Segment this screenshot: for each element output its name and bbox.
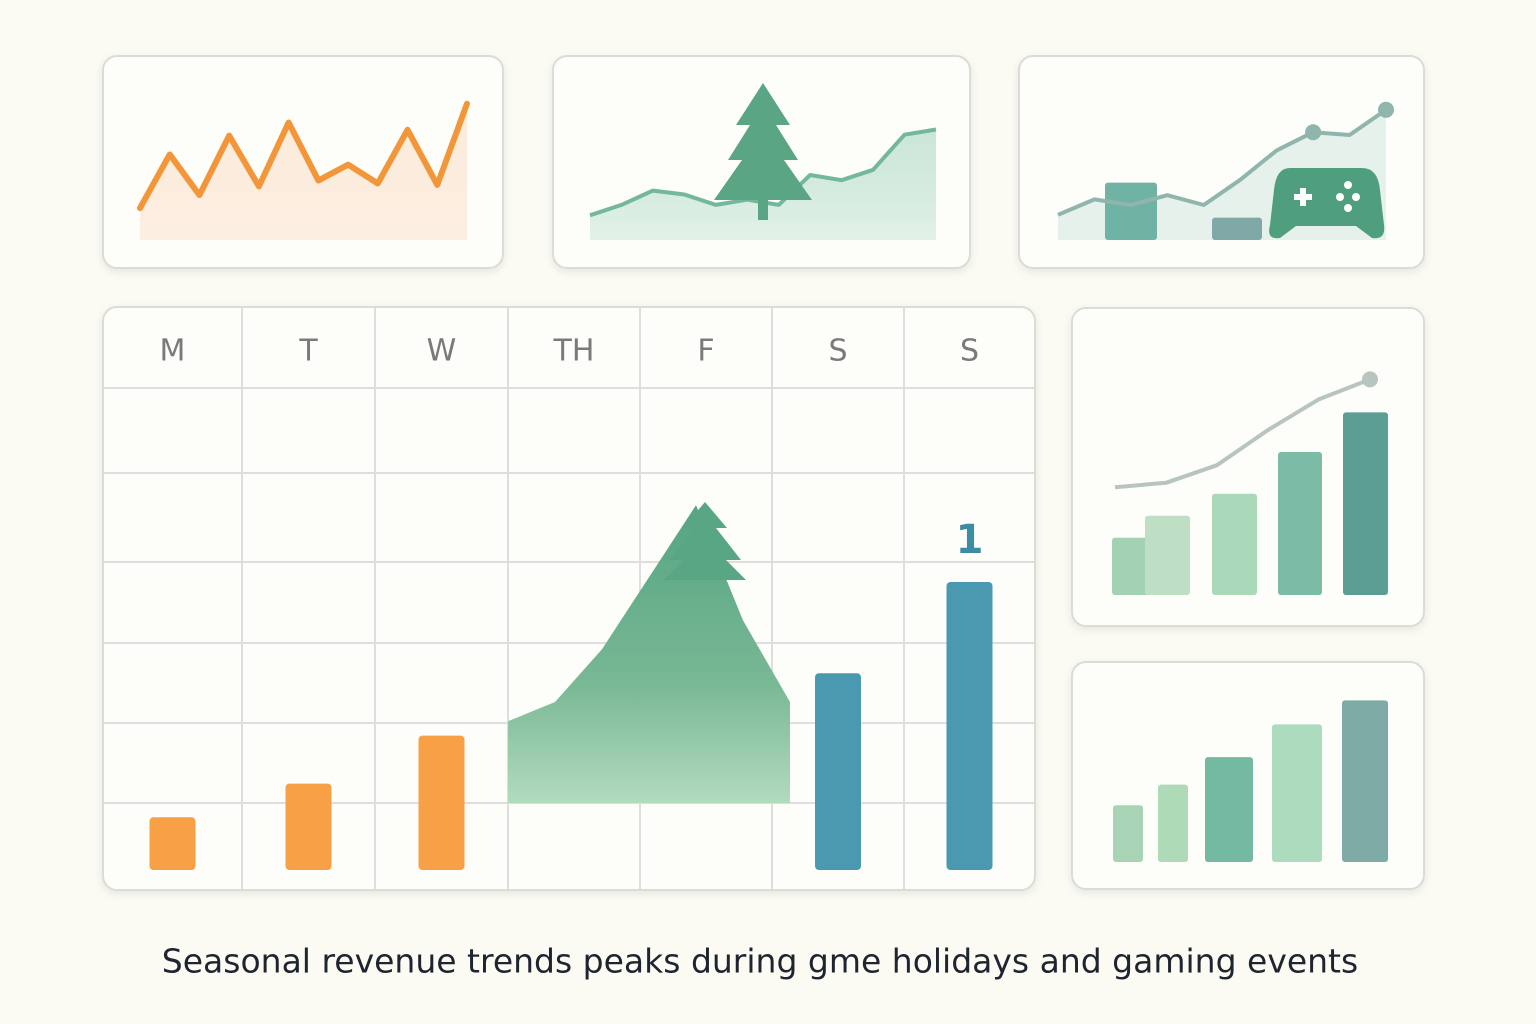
bar	[1158, 784, 1188, 862]
day-label: TH	[553, 334, 595, 369]
area	[590, 129, 936, 240]
bar	[1272, 724, 1322, 862]
day-label: W	[427, 334, 457, 369]
line-end-dot	[1362, 371, 1378, 388]
bar	[149, 817, 196, 870]
charts: M T W TH F S S 1	[137, 100, 1394, 870]
caption: Seasonal revenue trends peaks during gme…	[162, 942, 1358, 981]
day-label: S	[960, 334, 979, 369]
bar	[1105, 182, 1157, 240]
bar	[1278, 452, 1322, 595]
bar	[1205, 757, 1253, 862]
bar	[285, 783, 332, 870]
day-label: M	[160, 334, 186, 369]
line	[1057, 108, 1388, 217]
day-label: T	[298, 334, 318, 369]
bar	[1113, 805, 1143, 862]
panel	[102, 306, 1036, 891]
line	[137, 100, 470, 212]
bar	[815, 673, 861, 870]
bar	[1212, 493, 1257, 595]
bar	[1145, 515, 1190, 595]
area-fill	[140, 103, 467, 240]
tree-icon	[714, 83, 812, 220]
annotation: 1	[956, 517, 984, 563]
bar	[418, 735, 465, 870]
gamepad-icon	[1269, 168, 1385, 239]
line-dot	[1305, 124, 1322, 141]
tree-icon	[664, 502, 746, 580]
bar	[946, 582, 993, 870]
day-label: F	[697, 334, 714, 369]
bar	[1212, 217, 1262, 240]
line-end-dot	[1378, 101, 1394, 118]
bar	[1343, 412, 1388, 595]
bar	[1342, 700, 1388, 862]
day-label: S	[828, 334, 847, 369]
line	[1114, 377, 1371, 490]
